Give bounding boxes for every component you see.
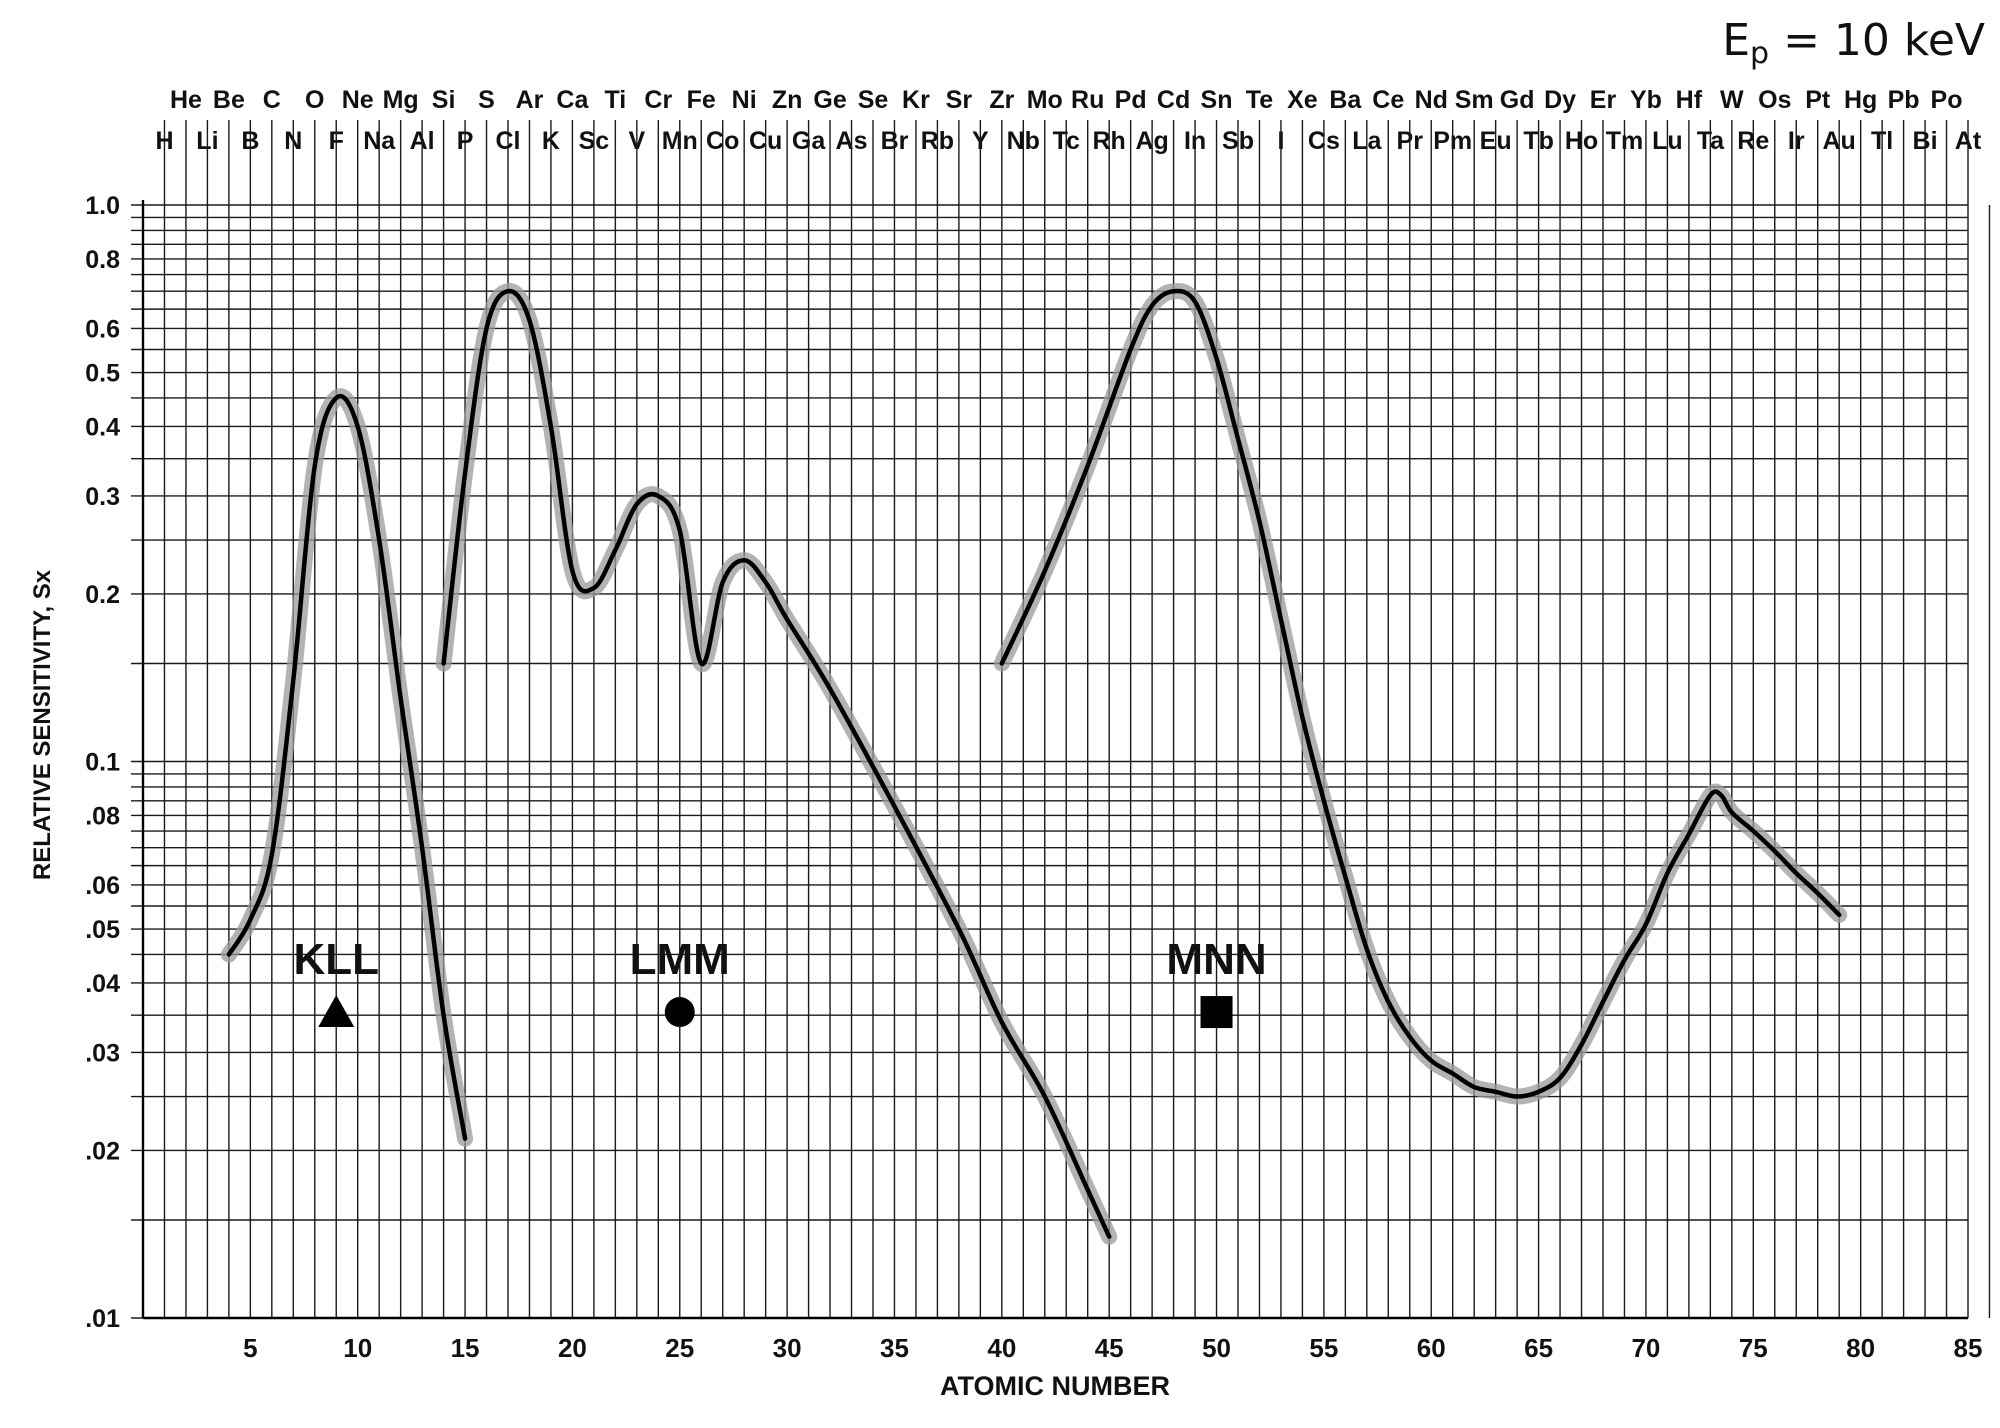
x-tick-label: 85: [1954, 1333, 1983, 1363]
element-symbol: Er: [1590, 86, 1617, 114]
y-axis-tick-labels: 1.0 0.8 0.6 0.5 0.4 0.3 0.2 0.1 .08 .06 .05 .04 .03.…: [85, 192, 120, 1333]
kll-curve-line: [226, 394, 468, 1141]
kll-series-label: KLL: [293, 935, 379, 984]
mnn-curve-line: [999, 288, 1842, 1099]
element-symbol: Ge: [813, 86, 846, 114]
kll-uncertainty-band: [220, 388, 474, 1147]
element-symbol: Ru: [1071, 86, 1104, 114]
element-symbol: Si: [432, 86, 456, 114]
element-symbol: Ti: [604, 86, 626, 114]
element-symbol: S: [478, 86, 495, 114]
x-tick-label: 15: [451, 1333, 480, 1363]
x-tick-label: 50: [1202, 1333, 1231, 1363]
y-tick-label: .04: [85, 970, 120, 998]
x-tick-label: 40: [987, 1333, 1016, 1363]
beam-energy-annotation: Ep = 10 keV: [1722, 15, 1985, 71]
element-symbol: Mo: [1027, 86, 1063, 114]
y-tick-label: 0.2: [85, 581, 120, 609]
lmm-uncertainty-band: [435, 283, 1118, 1245]
y-tick-label: 0.8: [85, 246, 120, 274]
element-symbol: Kr: [902, 86, 930, 114]
x-tick-label: 55: [1309, 1333, 1338, 1363]
series-labels: KLL LMM MNN: [293, 935, 1267, 1029]
y-tick-label: 0.3: [85, 483, 120, 511]
y-tick-label: .08: [85, 802, 120, 830]
element-symbol: O: [305, 86, 324, 114]
element-symbol: Gd: [1500, 86, 1535, 114]
x-tick-label: 45: [1095, 1333, 1124, 1363]
element-symbol: Pb: [1888, 86, 1920, 114]
element-symbol: Zr: [989, 86, 1014, 114]
element-symbol: Mg: [383, 86, 419, 114]
y-tick-label: 1.0: [85, 192, 120, 220]
mnn-uncertainty-band: [993, 283, 1848, 1105]
x-tick-label: 60: [1417, 1333, 1446, 1363]
x-tick-label: 10: [343, 1333, 372, 1363]
element-symbol: Dy: [1544, 86, 1576, 114]
element-symbol: Zn: [772, 86, 803, 114]
element-symbol: Sr: [946, 86, 973, 114]
element-symbol: Hf: [1676, 86, 1703, 114]
y-tick-label: .03: [85, 1039, 120, 1067]
element-symbol: C: [263, 86, 281, 114]
element-symbol: Se: [858, 86, 889, 114]
element-symbol: Te: [1246, 86, 1273, 114]
y-axis-label: RELATIVE SENSITIVITY, Sx: [29, 569, 56, 880]
element-symbol: Os: [1758, 86, 1791, 114]
y-tick-label: .01: [85, 1305, 120, 1333]
x-axis-label: ATOMIC NUMBER: [940, 1371, 1170, 1401]
y-tick-label: 0.1: [85, 749, 120, 777]
element-symbol: Pd: [1115, 86, 1147, 114]
element-symbol: Pt: [1805, 86, 1831, 114]
element-symbol: Ni: [732, 86, 757, 114]
y-tick-label: .06: [85, 872, 120, 900]
y-tick-label: 0.4: [85, 413, 120, 441]
mnn-series-label: MNN: [1166, 935, 1266, 984]
element-symbol: Sm: [1455, 86, 1494, 114]
element-symbol: Ce: [1372, 86, 1404, 114]
lmm-series-label: LMM: [630, 935, 730, 984]
x-tick-label: 65: [1524, 1333, 1553, 1363]
x-tick-label: 80: [1846, 1333, 1875, 1363]
element-symbol: W: [1720, 86, 1744, 114]
y-tick-label: .05: [85, 916, 120, 944]
y-tick-label: 0.5: [85, 360, 120, 388]
element-symbol: Nd: [1415, 86, 1448, 114]
element-symbol: He: [170, 86, 202, 114]
element-symbol: Fe: [687, 86, 716, 114]
element-symbol: Hg: [1844, 86, 1877, 114]
x-tick-label: 5: [243, 1333, 257, 1363]
element-symbol: Po: [1931, 86, 1963, 114]
x-tick-label: 75: [1739, 1333, 1768, 1363]
element-symbol: Xe: [1287, 86, 1318, 114]
y-tick-label: 0.6: [85, 315, 120, 343]
x-tick-label: 30: [773, 1333, 802, 1363]
element-symbol: Cd: [1157, 86, 1190, 114]
element-symbol: Be: [213, 86, 245, 114]
sensitivity-curves: [226, 288, 1842, 1239]
element-symbol-rows: He Be C O Ne Mg Si S Ar Ca Ti Cr Fe Ni Zn Ge Se Kr Sr Zr Mo R…: [155, 86, 1981, 155]
element-symbol: Ar: [516, 86, 544, 114]
y-tick-label: .02: [85, 1137, 120, 1165]
x-tick-label: 25: [665, 1333, 694, 1363]
x-axis-tick-labels: 5 10 15 20 25 30 35 40 45 50 55 60 65 70 75 80 85: [243, 1333, 1982, 1363]
element-symbol: Ca: [556, 86, 589, 114]
element-symbol: Sn: [1201, 86, 1233, 114]
lmm-curve-line: [441, 288, 1112, 1239]
element-symbol: Ne: [342, 86, 374, 114]
circle-marker-icon: [664, 997, 695, 1028]
x-tick-label: 20: [558, 1333, 587, 1363]
x-tick-label: 35: [880, 1333, 909, 1363]
x-tick-label: 70: [1631, 1333, 1660, 1363]
square-marker-icon: [1200, 996, 1233, 1029]
element-symbol: Cr: [644, 86, 672, 114]
element-symbol: Yb: [1630, 86, 1662, 114]
element-symbol: Ba: [1329, 86, 1362, 114]
triangle-marker-icon: [318, 995, 355, 1028]
